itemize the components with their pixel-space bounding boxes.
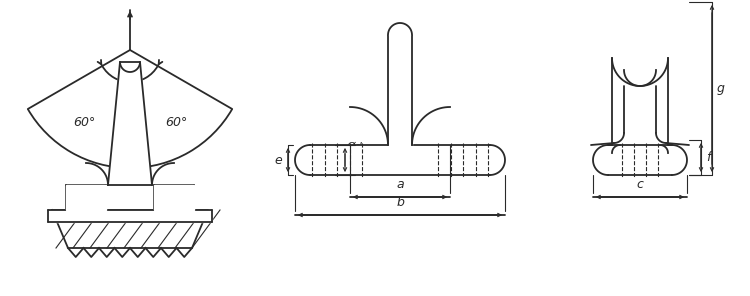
Text: e: e — [274, 154, 282, 166]
Polygon shape — [154, 185, 194, 210]
Text: a: a — [396, 178, 404, 191]
Text: c: c — [637, 178, 644, 191]
Text: f: f — [706, 151, 710, 164]
Text: g: g — [717, 82, 724, 95]
Text: 60°: 60° — [165, 116, 188, 129]
Polygon shape — [66, 185, 106, 210]
Polygon shape — [388, 35, 412, 145]
Polygon shape — [108, 62, 152, 185]
Text: Ød: Ød — [346, 142, 362, 152]
Text: 60°: 60° — [73, 116, 95, 129]
Polygon shape — [52, 210, 208, 248]
Polygon shape — [48, 210, 212, 222]
Text: b: b — [396, 196, 404, 209]
Polygon shape — [310, 145, 490, 175]
Polygon shape — [608, 145, 672, 175]
Polygon shape — [388, 23, 412, 35]
